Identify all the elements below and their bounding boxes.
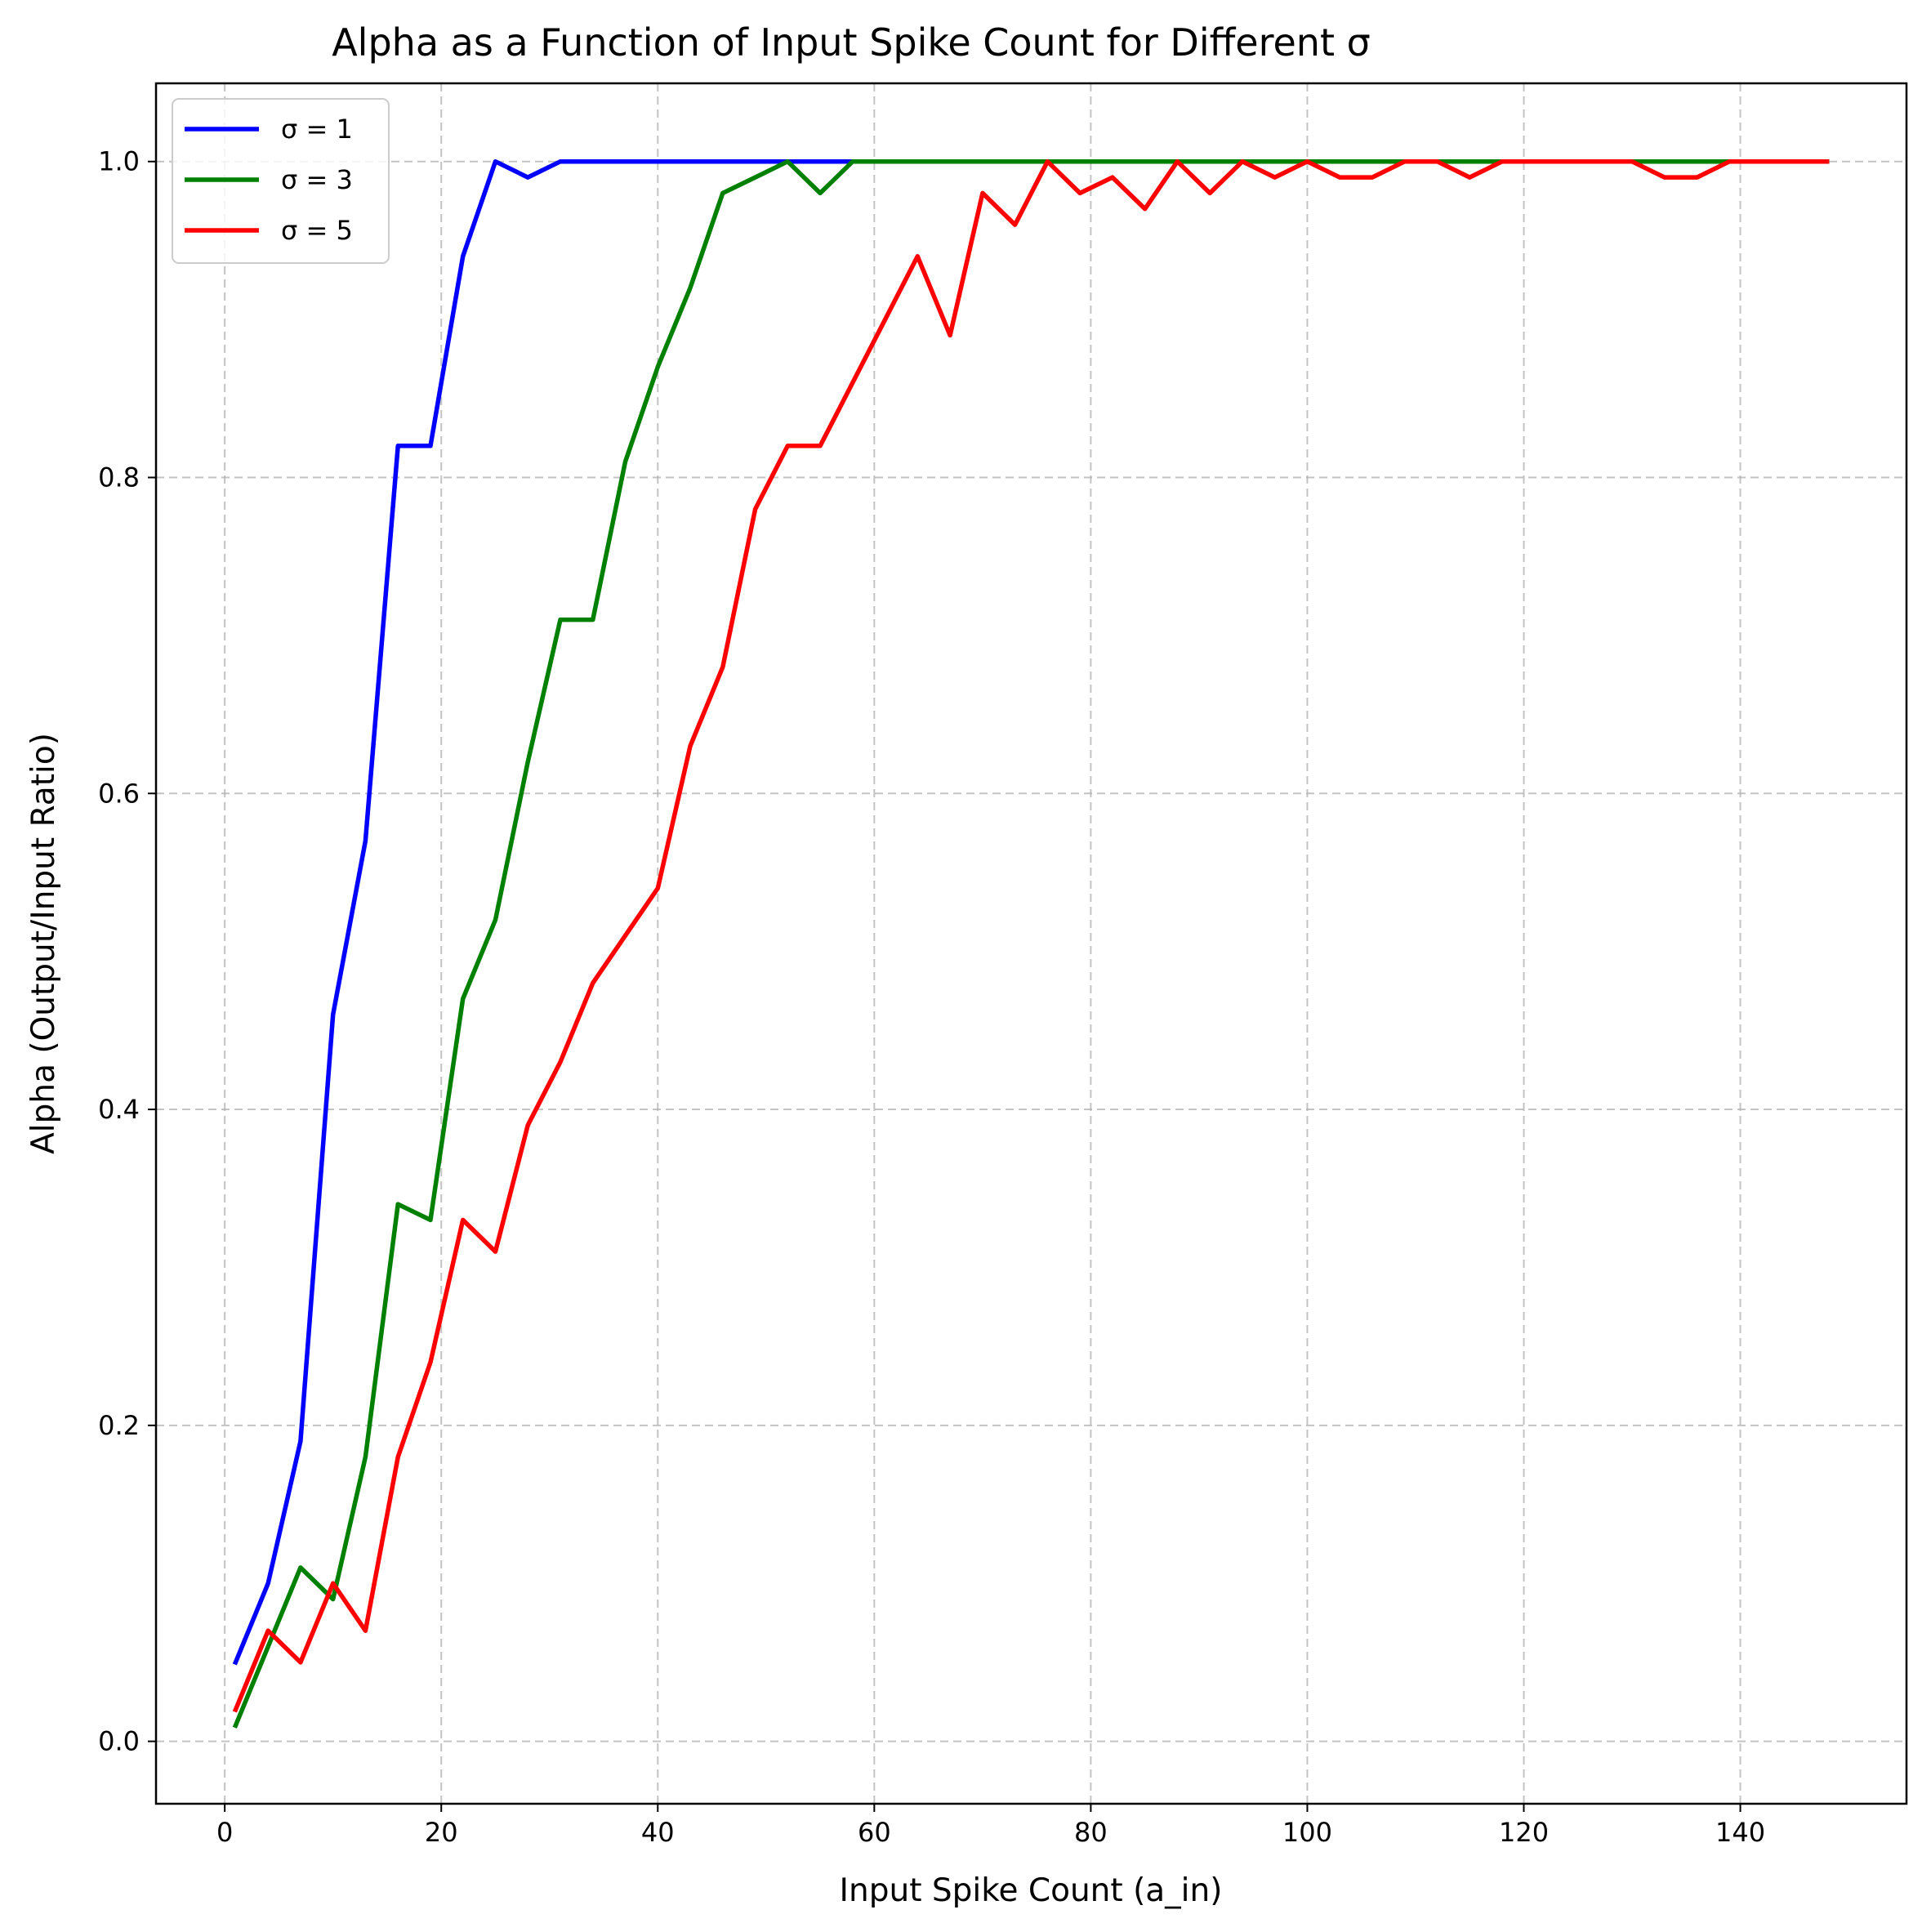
ticks: 0 20 40 60 80 100 120 140 0.0 0.2 0.4 0.6 0.8 1.0	[98, 146, 1765, 1848]
legend-label: σ = 3	[281, 164, 353, 195]
y-tick-label: 0.0	[98, 1726, 140, 1757]
legend: σ = 1 σ = 3 σ = 5	[172, 98, 390, 264]
y-tick-label: 1.0	[98, 146, 140, 177]
y-tick-label: 0.6	[98, 778, 140, 809]
chart-title: Alpha as a Function of Input Spike Count…	[332, 20, 1371, 65]
y-axis-title: Alpha (Output/Input Ratio)	[25, 733, 62, 1154]
x-tick-label: 100	[1282, 1817, 1332, 1848]
y-tick-label: 0.2	[98, 1410, 140, 1441]
series-line-3	[232, 158, 1830, 1713]
x-tick-label: 140	[1715, 1817, 1765, 1848]
x-tick-label: 80	[1074, 1817, 1108, 1848]
plot-frame	[154, 82, 1908, 1805]
x-axis-title: Input Spike Count (a_in)	[840, 1872, 1223, 1909]
x-tick-label: 40	[641, 1817, 675, 1848]
x-tick-label: 120	[1499, 1817, 1549, 1848]
legend-label: σ = 1	[281, 114, 353, 145]
y-tick-label: 0.4	[98, 1094, 140, 1125]
x-tick-label: 20	[425, 1817, 458, 1848]
x-tick-label: 60	[858, 1817, 891, 1848]
series-group	[232, 158, 1830, 1729]
legend-label: σ = 5	[281, 215, 353, 246]
x-tick-label: 0	[216, 1817, 233, 1848]
y-tick-label: 0.8	[98, 462, 140, 493]
legend-box	[172, 98, 390, 264]
